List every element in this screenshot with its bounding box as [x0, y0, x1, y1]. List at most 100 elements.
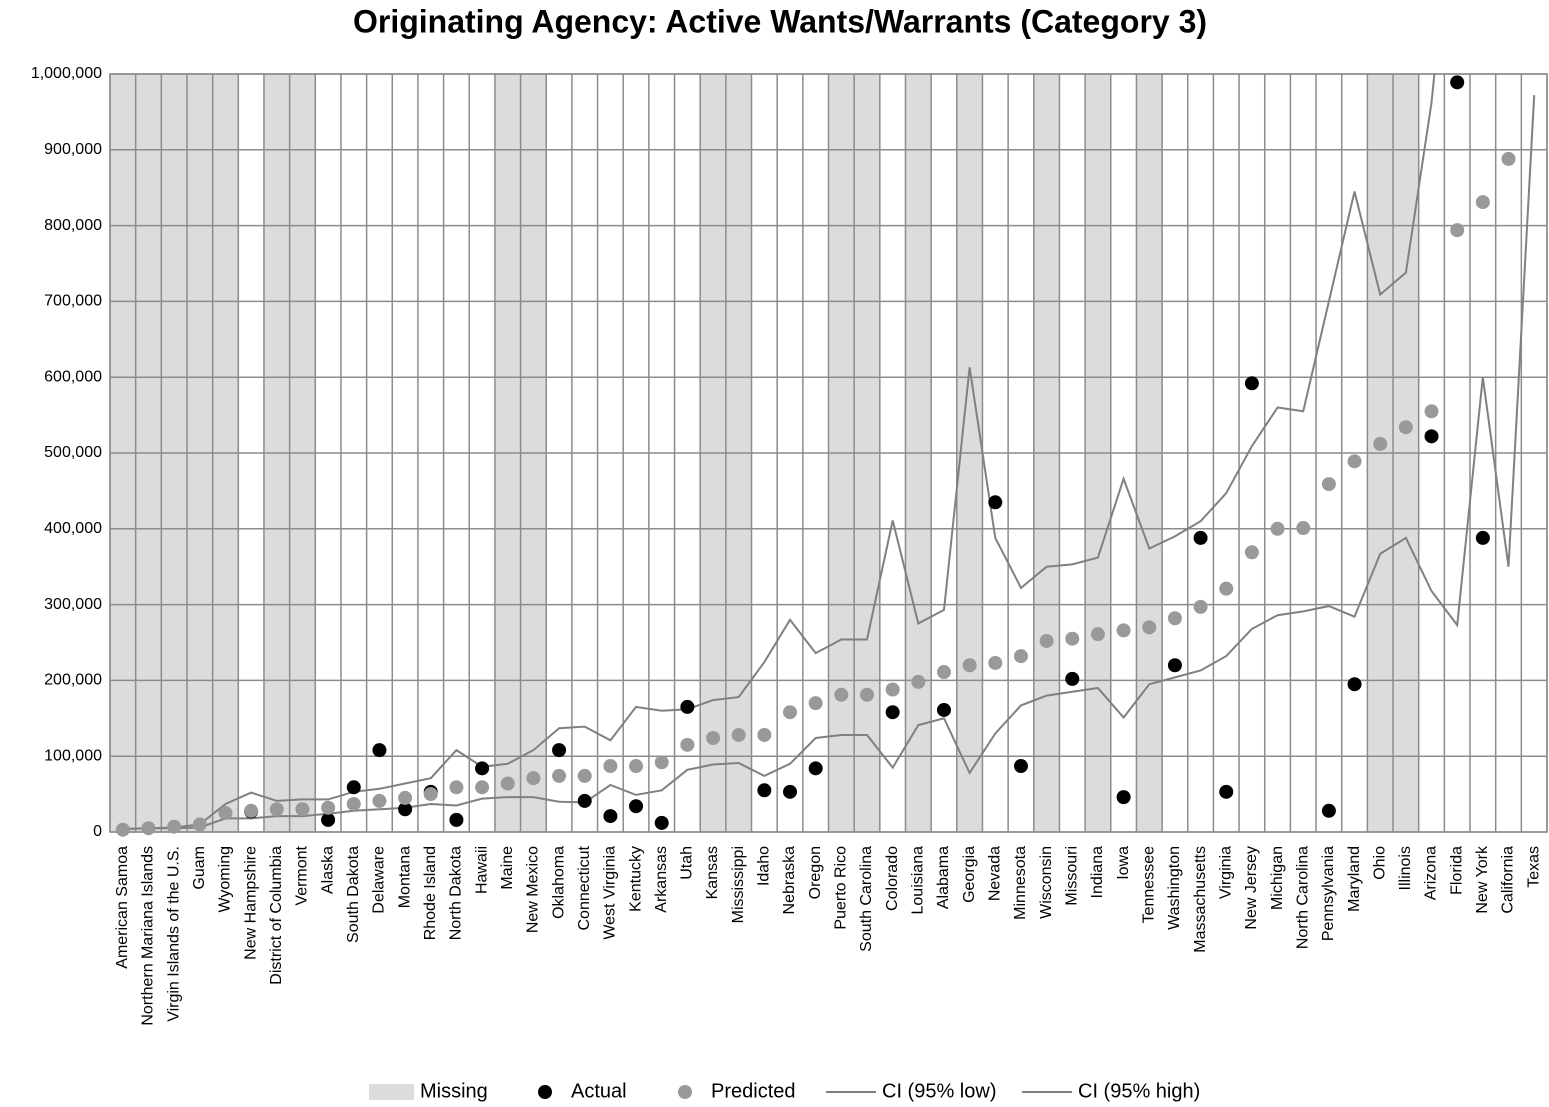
x-tick-label: Wisconsin: [1038, 846, 1055, 919]
predicted-point: [706, 731, 721, 746]
actual-point: [1450, 75, 1465, 90]
x-tick-label: Rhode Island: [422, 846, 439, 940]
actual-point: [1321, 803, 1336, 818]
x-tick-label: District of Columbia: [268, 846, 285, 985]
predicted-point: [321, 800, 336, 815]
predicted-point: [269, 802, 284, 817]
x-tick-label: Connecticut: [576, 845, 593, 930]
x-tick-label: Massachusetts: [1192, 846, 1209, 953]
legend-label: CI (95% high): [1078, 1080, 1200, 1102]
predicted-point: [372, 793, 387, 808]
x-tick-label: Idaho: [756, 846, 773, 886]
chart-title: Originating Agency: Active Wants/Warrant…: [353, 3, 1207, 39]
legend-swatch: [538, 1085, 552, 1099]
legend-label: Missing: [420, 1080, 488, 1102]
x-tick-label: Indiana: [1089, 846, 1106, 899]
actual-point: [1065, 671, 1080, 686]
x-tick-label: Kentucky: [627, 846, 644, 912]
predicted-point: [423, 787, 438, 802]
x-tick-label: Iowa: [1115, 846, 1132, 880]
predicted-point: [1193, 599, 1208, 614]
actual-point: [577, 793, 592, 808]
predicted-point: [1116, 623, 1131, 638]
plot-frame: [109, 73, 1548, 833]
actual-point: [1347, 677, 1362, 692]
x-tick-label: Virginia: [1217, 846, 1234, 899]
predicted-point: [218, 806, 233, 821]
actual-point: [808, 761, 823, 776]
predicted-point: [680, 737, 695, 752]
predicted-point: [526, 771, 541, 786]
predicted-point: [1090, 627, 1105, 642]
x-tick-label: Guam: [191, 846, 208, 890]
predicted-point: [1167, 611, 1182, 626]
x-tick-label: South Carolina: [858, 846, 875, 952]
x-tick-label: Washington: [1166, 846, 1183, 930]
actual-point: [680, 699, 695, 714]
x-tick-label: Ohio: [1371, 846, 1388, 880]
actual-point: [1219, 784, 1234, 799]
x-tick-label: Northern Mariana Islands: [140, 846, 157, 1026]
predicted-point: [731, 727, 746, 742]
x-tick-label: Montana: [396, 846, 413, 908]
legend-swatch: [678, 1085, 692, 1099]
predicted-point: [346, 796, 361, 811]
actual-point: [372, 743, 387, 758]
x-tick-label: Alabama: [935, 846, 952, 909]
actual-point: [1193, 530, 1208, 545]
actual-point: [885, 705, 900, 720]
x-tick-label: Texas: [1525, 846, 1542, 888]
predicted-point: [988, 655, 1003, 670]
predicted-point: [1398, 420, 1413, 435]
predicted-point: [141, 821, 156, 836]
x-tick-label: Michigan: [1269, 846, 1286, 910]
predicted-point: [1013, 649, 1028, 664]
y-tick-label: 400,000: [44, 520, 102, 537]
actual-point: [321, 812, 336, 827]
y-tick-label: 600,000: [44, 368, 102, 385]
x-tick-label: Mississippi: [730, 846, 747, 923]
actual-point: [1116, 790, 1131, 805]
predicted-point: [962, 658, 977, 673]
y-tick-label: 300,000: [44, 596, 102, 613]
y-tick-label: 700,000: [44, 293, 102, 310]
predicted-point: [398, 790, 413, 805]
x-tick-label: American Samoa: [114, 846, 131, 969]
predicted-point: [1373, 436, 1388, 451]
predicted-point: [577, 768, 592, 783]
y-tick-label: 900,000: [44, 141, 102, 158]
x-tick-label: Georgia: [961, 846, 978, 903]
predicted-point: [1039, 633, 1054, 648]
predicted-point: [757, 727, 772, 742]
predicted-point: [295, 802, 310, 817]
predicted-point: [1270, 521, 1285, 536]
ci-line: [122, 95, 1536, 830]
x-tick-label: New Hampshire: [242, 846, 259, 960]
x-tick-label: North Carolina: [1294, 846, 1311, 949]
x-tick-label: Minnesota: [1012, 846, 1029, 920]
x-tick-label: West Virginia: [602, 846, 619, 940]
x-tick-label: Maine: [499, 846, 516, 890]
legend-label: Actual: [571, 1080, 627, 1102]
predicted-point: [1219, 581, 1234, 596]
actual-point: [346, 780, 361, 795]
x-tick-label: Florida: [1448, 846, 1465, 895]
predicted-point: [1424, 404, 1439, 419]
x-tick-label: Hawaii: [473, 846, 490, 894]
actual-point: [936, 702, 951, 717]
x-tick-label: Arkansas: [653, 846, 670, 913]
predicted-point: [603, 759, 618, 774]
y-tick-label: 1,000,000: [31, 65, 102, 82]
x-tick-label: Nebraska: [781, 846, 798, 915]
predicted-point: [1347, 454, 1362, 469]
predicted-point: [936, 665, 951, 680]
actual-point: [398, 802, 413, 817]
predicted-point: [1475, 195, 1490, 210]
x-tick-label: New York: [1474, 845, 1491, 914]
predicted-point: [1244, 545, 1259, 560]
predicted-point: [167, 819, 182, 834]
predicted-point: [1501, 151, 1516, 166]
x-tick-label: Utah: [679, 846, 696, 880]
x-tick-label: Oklahoma: [550, 846, 567, 919]
actual-point: [1424, 429, 1439, 444]
